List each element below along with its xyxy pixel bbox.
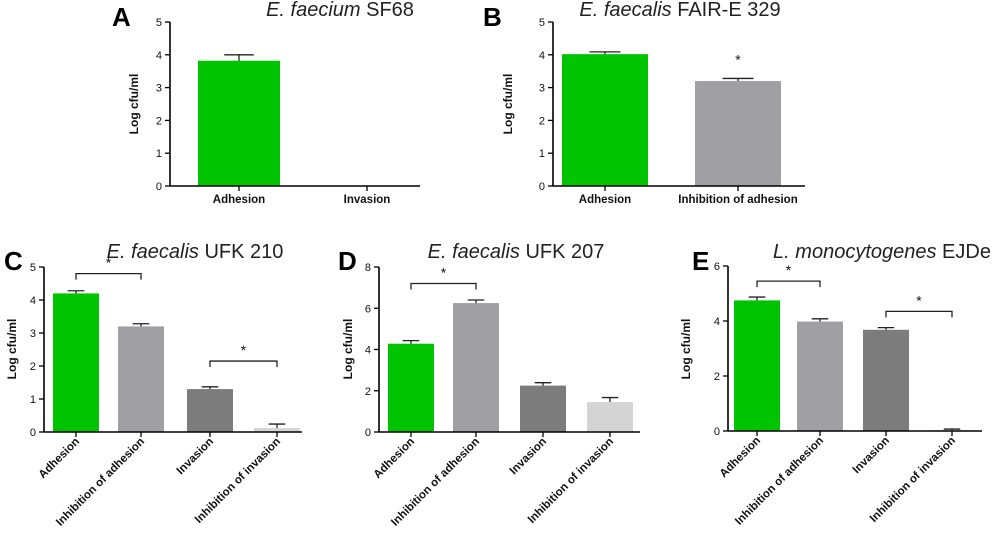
x-category-label: Inhibition of adhesion — [678, 194, 797, 206]
x-category-label: Adhesion — [213, 194, 265, 206]
panel-title: E. faecalis FAIR-E 329 — [579, 0, 780, 21]
y-tick-label: 1 — [156, 148, 162, 160]
significance-star: * — [786, 262, 792, 278]
y-tick-label: 3 — [539, 83, 545, 95]
y-tick-label: 0 — [365, 427, 371, 439]
bar — [388, 343, 434, 432]
bar — [118, 326, 164, 432]
panel-letter: B — [483, 2, 502, 32]
y-axis-label: Log cfu/ml — [501, 74, 515, 135]
panel-letter: D — [338, 246, 357, 276]
y-tick-label: 6 — [365, 303, 371, 315]
bar — [520, 385, 566, 432]
y-tick-label: 8 — [365, 262, 371, 274]
significance-star: * — [106, 255, 112, 271]
y-axis-label: Log cfu/ml — [341, 319, 355, 380]
bar — [562, 54, 648, 187]
panel-title-species: E. faecium — [266, 0, 360, 21]
panel-title-strain: EJDe — [936, 241, 990, 263]
bar — [453, 303, 499, 432]
bar — [53, 293, 99, 432]
x-category-label: Invasion — [175, 436, 216, 477]
y-tick-label: 4 — [539, 50, 545, 62]
panel-letter: C — [4, 246, 23, 276]
y-axis-label: Log cfu/ml — [127, 74, 141, 135]
y-axis-label: Log cfu/ml — [679, 319, 693, 380]
y-tick-label: 4 — [156, 50, 162, 62]
x-category-label: Adhesion — [372, 436, 418, 482]
y-tick-label: 2 — [539, 115, 545, 127]
panel-title: E. faecium SF68 — [266, 0, 414, 21]
significance-bracket — [209, 360, 278, 368]
bar — [695, 81, 781, 186]
panel-e: E L. monocytogenes EJDe Log cfu/ml 0 2 4 6 Adhe… — [679, 241, 991, 528]
y-tick-label: 0 — [539, 181, 545, 193]
significance-bracket — [75, 272, 142, 280]
bar — [254, 428, 300, 432]
panel-title-strain: FAIR-E 329 — [672, 0, 781, 21]
bar — [734, 300, 780, 431]
panel-a: A E. faecium SF68 Log cfu/ml 0 1 2 3 4 5 Adhesion… — [112, 0, 420, 206]
panel-title-species: E. faecalis — [579, 0, 671, 21]
y-tick-label: 2 — [365, 386, 371, 398]
y-tick-label: 2 — [156, 115, 162, 127]
x-category-label: Invasion — [851, 435, 892, 476]
y-tick-label: 4 — [30, 295, 36, 307]
panel-letter: E — [692, 246, 709, 276]
significance-star: * — [916, 292, 922, 308]
panel-title-species: E. faecalis — [107, 241, 199, 263]
y-tick-label: 2 — [714, 371, 720, 383]
panel-c: C E. faecalis UFK 210 Log cfu/ml 0 1 2 3 4 5 Adhe… — [4, 241, 302, 529]
significance-bracket — [756, 280, 821, 288]
significance-star: * — [441, 265, 447, 281]
panel-title-strain: UFK 210 — [199, 241, 283, 263]
y-tick-label: 0 — [714, 426, 720, 438]
panel-letter: A — [112, 2, 131, 32]
x-category-label: Adhesion — [37, 436, 83, 482]
bar — [863, 329, 909, 431]
significance-bracket — [410, 282, 477, 290]
y-tick-label: 2 — [30, 361, 36, 373]
y-tick-label: 1 — [539, 148, 545, 160]
x-category-label: Adhesion — [718, 435, 764, 481]
x-category-label: Invasion — [508, 436, 549, 477]
y-axis-label: Log cfu/ml — [5, 319, 19, 380]
significance-star: * — [241, 342, 247, 358]
bar — [187, 389, 233, 432]
y-tick-label: 6 — [714, 261, 720, 273]
panel-title-species: L. monocytogenes — [773, 241, 936, 263]
y-tick-label: 0 — [30, 427, 36, 439]
x-category-label: Adhesion — [579, 194, 631, 206]
panel-title-species: E. faecalis — [428, 241, 520, 263]
panel-d: D E. faecalis UFK 207 Log cfu/ml 0 2 4 6 8 Adhes… — [338, 241, 640, 529]
y-tick-label: 4 — [714, 316, 720, 328]
y-tick-label: 5 — [156, 17, 162, 29]
y-tick-label: 1 — [30, 394, 36, 406]
y-tick-label: 5 — [539, 17, 545, 29]
y-tick-label: 5 — [30, 262, 36, 274]
significance-bracket — [885, 310, 953, 318]
panel-title: E. faecalis UFK 207 — [428, 241, 605, 263]
bar — [587, 402, 633, 432]
panel-title: L. monocytogenes EJDe — [773, 241, 991, 263]
panel-title-strain: UFK 207 — [520, 241, 604, 263]
x-category-label: Invasion — [344, 194, 391, 206]
significance-star: * — [735, 51, 741, 67]
bar — [198, 60, 280, 187]
y-tick-label: 3 — [30, 328, 36, 340]
panel-title-strain: SF68 — [361, 0, 414, 21]
y-tick-label: 4 — [365, 345, 371, 357]
panel-b: B E. faecalis FAIR-E 329 Log cfu/ml 0 1 2 3 4 5 A… — [483, 0, 805, 206]
panel-title: E. faecalis UFK 210 — [107, 241, 284, 263]
bar — [797, 321, 843, 431]
y-tick-label: 3 — [156, 83, 162, 95]
y-tick-label: 0 — [156, 181, 162, 193]
